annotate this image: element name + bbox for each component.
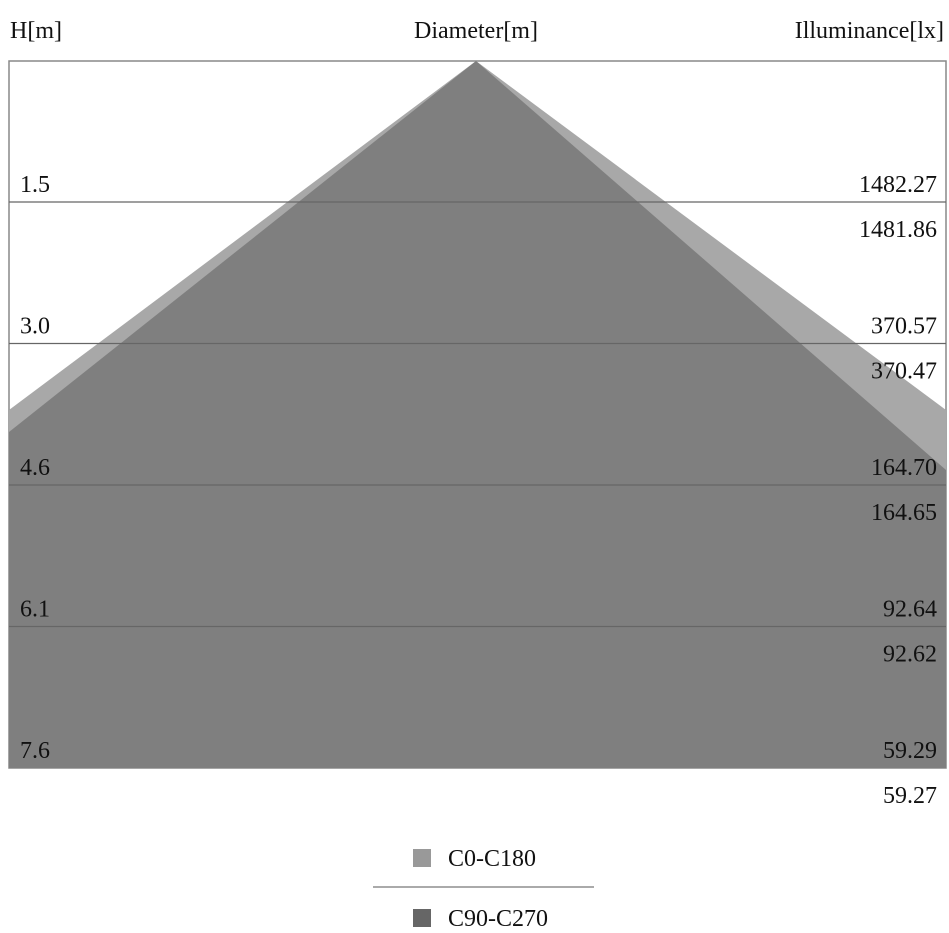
- illuminance-c0: 164.70: [871, 455, 937, 481]
- legend-label: C0-C180: [448, 846, 536, 872]
- height-label: 4.6: [20, 455, 50, 481]
- illuminance-c0: 370.57: [871, 314, 937, 340]
- height-label: 3.0: [20, 314, 50, 340]
- height-label: 7.6: [20, 738, 50, 764]
- legend-label: C90-C270: [448, 906, 548, 932]
- height-label: 6.1: [20, 597, 50, 623]
- illuminance-c90: 59.27: [883, 783, 937, 809]
- illuminance-c90: 370.47: [871, 359, 937, 385]
- illuminance-c0: 1482.27: [859, 172, 937, 198]
- illuminance-c90: 92.62: [883, 642, 937, 668]
- illuminance-c90: 1481.86: [859, 217, 937, 243]
- illuminance-c90: 164.65: [871, 500, 937, 526]
- header-height: H[m]: [10, 18, 62, 44]
- illuminance-c0: 59.29: [883, 738, 937, 764]
- legend-swatch-c90: [413, 909, 431, 927]
- header-illuminance: Illuminance[lx]: [795, 18, 944, 44]
- legend-swatch-c0: [413, 849, 431, 867]
- height-label: 1.5: [20, 172, 50, 198]
- illuminance-c0: 92.64: [883, 597, 937, 623]
- cone-c90: [9, 61, 946, 768]
- header-diameter: Diameter[m]: [414, 18, 538, 44]
